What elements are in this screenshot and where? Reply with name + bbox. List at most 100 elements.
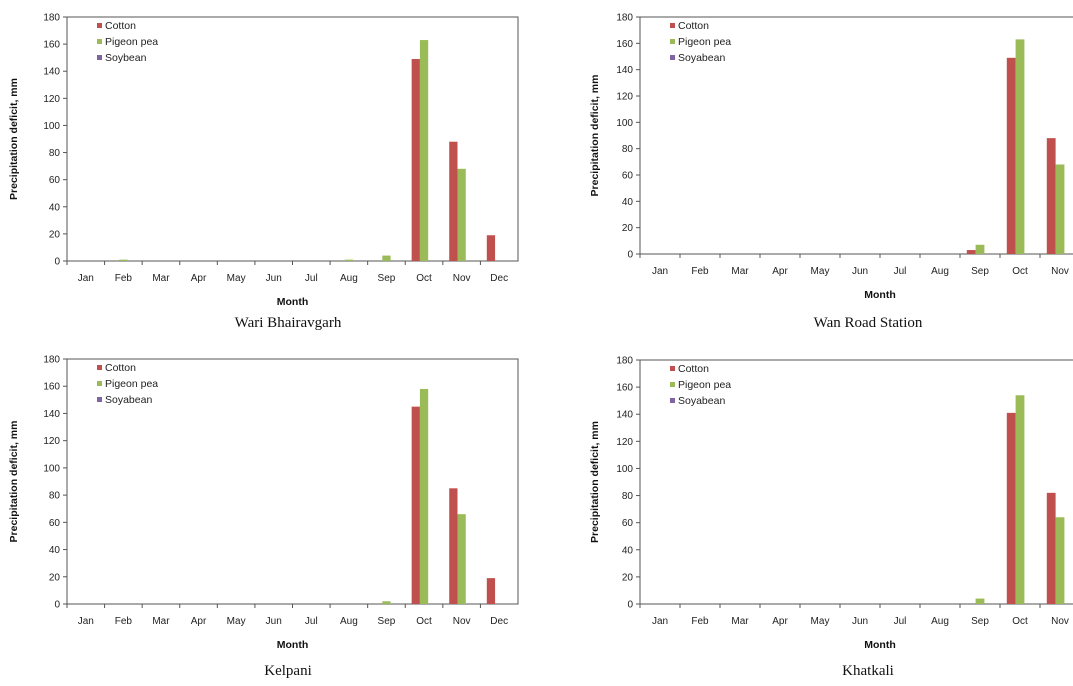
legend-swatch-soyabean [97,397,102,402]
y-tick-label: 0 [54,257,60,268]
x-tick-label-oct: Oct [1012,616,1028,627]
chart-panel-khatkali: 0 20 40 60 80 100 120 140 160 180 Jan Feb Mar Apr May J… [583,343,1073,686]
legend-swatch-pigeon-pea [97,381,102,386]
legend-label-pigeon-pea: Pigeon pea [678,379,731,391]
y-tick-label: 140 [616,65,633,76]
bar-cotton-oct [411,406,420,604]
y-tick-label: 160 [616,39,633,50]
x-tick-label-jun: Jun [266,616,282,627]
y-tick-label: 100 [616,464,633,475]
x-tick-label-oct: Oct [416,616,432,627]
y-tick-label: 120 [616,437,633,448]
x-tick-label-nov: Nov [453,273,471,284]
x-tick-label-may: May [811,616,830,627]
plot-area [639,359,1073,605]
plot-area [66,16,519,262]
y-tick-label: 140 [43,409,60,420]
bar-pigeon-pea-sep [975,598,985,604]
bar-cotton-nov [449,141,458,261]
y-tick-label: 40 [622,197,634,208]
bar-pigeon-pea-sep [975,244,985,254]
x-tick-label-jul: Jul [894,266,907,277]
y-tick-label: 80 [622,491,634,502]
y-tick-label: 60 [622,518,634,529]
legend-label-soyabean: Soyabean [105,394,152,406]
chart-svg: 0 20 40 60 80 100 120 140 160 180 Jan Feb Mar Apr May J… [589,13,1073,301]
chart-caption: Kelpani [264,663,312,679]
x-tick-label-apr: Apr [772,616,788,627]
x-tick-label-aug: Aug [931,266,949,277]
x-tick-label-feb: Feb [691,266,709,277]
legend-swatch-cotton [670,366,675,371]
chart-panel-kelpani: 0 20 40 60 80 100 120 140 160 180 Jan Feb Mar Apr May J… [0,343,530,686]
bar-pigeon-pea-sep [382,255,391,261]
legend-swatch-pigeon-pea [670,382,675,387]
x-tick-label-jan: Jan [652,266,668,277]
x-tick-label-apr: Apr [191,616,207,627]
y-tick-label: 120 [43,436,60,447]
legend-label-pigeon-pea: Pigeon pea [105,36,158,48]
x-tick-label-dec: Dec [490,616,508,627]
x-tick-label-jul: Jul [305,616,318,627]
y-axis-title: Precipitation deficit, mm [589,75,601,197]
chart-panel-wari-bhairavgarh: 0 20 40 60 80 100 120 140 160 180 Jan Feb Mar Apr May J… [0,0,530,340]
legend-swatch-soybean [97,55,102,60]
bar-pigeon-pea-oct [1015,39,1025,255]
bar-pigeon-pea-aug [344,259,354,261]
bar-cotton-oct [1006,57,1016,254]
legend-swatch-soyabean [670,55,675,60]
x-tick-label-oct: Oct [1012,266,1028,277]
x-tick-label-aug: Aug [340,616,358,627]
x-tick-label-aug: Aug [931,616,949,627]
x-tick-label-jun: Jun [852,616,868,627]
bar-pigeon-pea-nov [457,514,466,604]
x-axis-title: Month [277,296,309,308]
bar-cotton-sep [966,250,976,254]
bar-cotton-nov [1046,492,1056,604]
x-tick-label-apr: Apr [191,273,207,284]
y-tick-label: 0 [54,600,60,611]
y-tick-label: 20 [49,572,61,583]
y-tick-label: 160 [43,382,60,393]
bar-cotton-oct [411,59,420,262]
x-tick-label-nov: Nov [1051,616,1069,627]
bar-pigeon-pea-oct [419,388,429,604]
x-axis-title: Month [864,289,896,301]
y-tick-label: 60 [622,171,634,182]
y-axis-title: Precipitation deficit, mm [8,421,20,543]
x-tick-label-jan: Jan [78,616,94,627]
y-tick-label: 100 [43,121,60,132]
y-tick-label: 120 [43,94,60,105]
legend-label-soybean: Soybean [105,52,147,64]
y-tick-label: 0 [627,250,633,261]
legend-label-pigeon-pea: Pigeon pea [678,36,731,48]
y-tick-label: 180 [616,356,633,367]
y-tick-label: 140 [43,67,60,78]
legend-swatch-soyabean [670,398,675,403]
x-tick-label-jul: Jul [894,616,907,627]
y-tick-label: 40 [49,545,61,556]
x-tick-label-jan: Jan [78,273,94,284]
chart-svg: 0 20 40 60 80 100 120 140 160 180 Jan Feb Mar Apr May J… [8,13,519,308]
y-tick-label: 100 [616,118,633,129]
x-tick-label-apr: Apr [772,266,788,277]
legend-swatch-cotton [97,365,102,370]
bar-cotton-nov [1046,138,1056,254]
y-tick-label: 160 [616,383,633,394]
bar-cotton-dec [486,235,496,261]
y-tick-label: 20 [49,229,61,240]
y-tick-label: 20 [622,223,634,234]
chart-svg: 0 20 40 60 80 100 120 140 160 180 Jan Feb Mar Apr May J… [8,355,519,651]
y-tick-label: 140 [616,410,633,421]
x-tick-label-jun: Jun [852,266,868,277]
legend-swatch-pigeon-pea [97,39,102,44]
y-tick-label: 20 [622,572,634,583]
y-tick-label: 100 [43,463,60,474]
bar-pigeon-pea-nov [1055,517,1065,604]
x-tick-label-feb: Feb [691,616,709,627]
x-tick-label-jan: Jan [652,616,668,627]
x-tick-label-sep: Sep [971,616,989,627]
bar-pigeon-pea-nov [457,168,466,261]
bar-pigeon-pea-nov [1055,164,1065,254]
x-tick-label-mar: Mar [152,273,170,284]
